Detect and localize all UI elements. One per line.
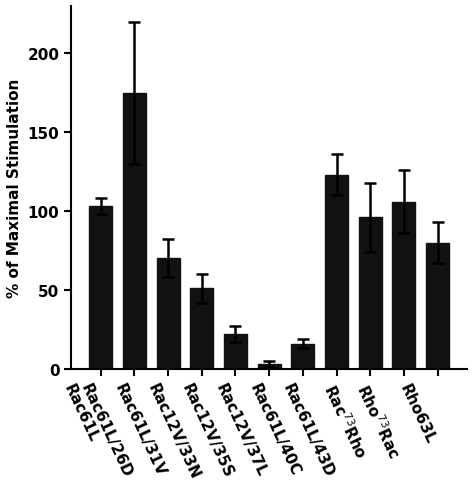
Bar bbox=[292, 344, 314, 369]
Bar bbox=[224, 334, 247, 369]
Bar bbox=[191, 289, 213, 369]
Bar bbox=[258, 365, 281, 369]
Bar bbox=[359, 218, 382, 369]
Bar bbox=[325, 175, 348, 369]
Bar bbox=[426, 243, 449, 369]
Bar bbox=[123, 94, 146, 369]
Bar bbox=[392, 202, 415, 369]
Y-axis label: % of Maximal Stimulation: % of Maximal Stimulation bbox=[7, 79, 22, 298]
Bar bbox=[157, 259, 180, 369]
Bar bbox=[89, 207, 112, 369]
